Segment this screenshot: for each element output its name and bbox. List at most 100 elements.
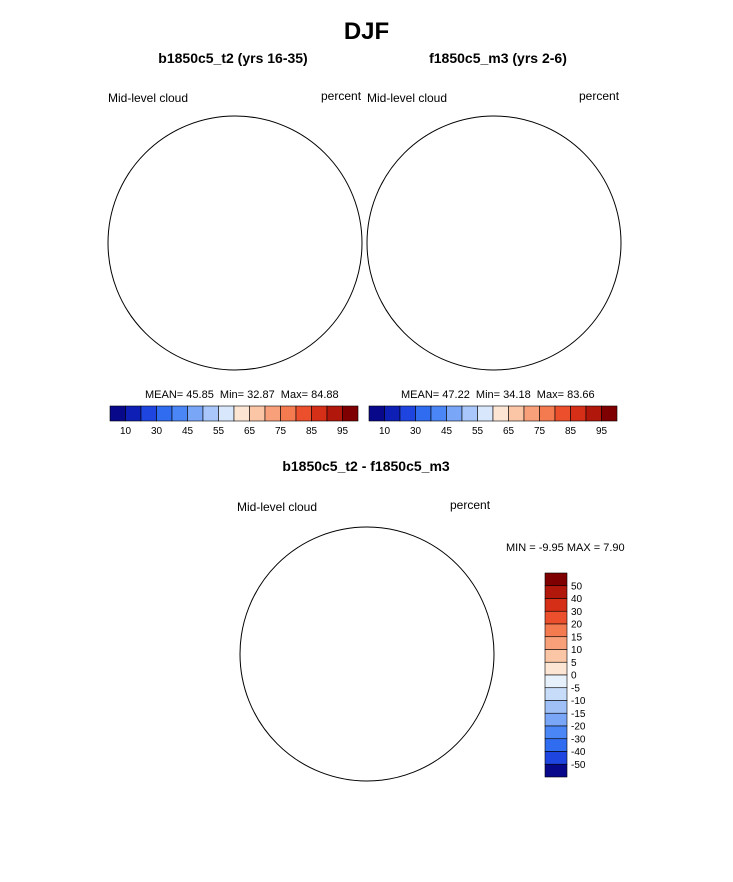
- diff-panel-variable-label: Mid-level cloud: [237, 500, 318, 514]
- panel-2-colorbar-tick-label: 75: [534, 426, 546, 437]
- panel-1-colorbar-swatch: [249, 405, 266, 422]
- panel-2-colorbar-swatch: [446, 405, 463, 422]
- panel-2-units-label: percent: [579, 89, 620, 103]
- panel-2-colorbar-swatch: [477, 405, 494, 422]
- diff-colorbar-tick-label: -10: [571, 696, 586, 707]
- diff-panel-stats: MIN = -9.95 MAX = 7.90: [506, 542, 625, 554]
- diff-colorbar-tick-label: -15: [571, 709, 586, 720]
- panel-1-min-label: Min=: [216, 389, 245, 401]
- diff-colorbar-swatch: [544, 687, 568, 701]
- panel-2-colorbar-tick-label: 95: [596, 426, 608, 437]
- diff-colorbar-tick-label: 30: [571, 607, 583, 618]
- panel-1-colorbar-tick-label: 10: [120, 426, 132, 437]
- panel-2-colorbar-tick-label: 30: [410, 426, 422, 437]
- diff-colorbar-swatch: [544, 700, 568, 714]
- panel-1-max-value: 84.88: [311, 389, 339, 401]
- diff-map-border: [239, 526, 495, 782]
- panel-2-colorbar-tick-label: 45: [441, 426, 453, 437]
- panel-2-title: f1850c5_m3 (yrs 2-6): [429, 50, 567, 66]
- panel-1-colorbar-tick-label: 95: [337, 426, 349, 437]
- panel-2-colorbar-swatch: [523, 405, 540, 422]
- panel-2-colorbar-swatch: [492, 405, 509, 422]
- panel-1-colorbar-swatch: [218, 405, 235, 422]
- panel-1-variable-label: Mid-level cloud: [108, 91, 189, 105]
- diff-colorbar-tick-label: 0: [571, 671, 577, 682]
- panel-1-colorbar-swatch: [125, 405, 142, 422]
- panel-2-colorbar-tick-label: 55: [472, 426, 484, 437]
- panel-2-max-label: Max=: [533, 389, 565, 401]
- panel-1-colorbar-swatch: [187, 405, 204, 422]
- panel-2-colorbar-swatch: [554, 405, 571, 422]
- panel-1-colorbar-swatch: [156, 405, 173, 422]
- panel-1-colorbar-swatch: [140, 405, 157, 422]
- panel-1-colorbar-swatch: [326, 405, 343, 422]
- panel-1-colorbar-tick-label: 45: [182, 426, 194, 437]
- diff-colorbar-swatch: [544, 636, 568, 650]
- diff-colorbar-swatch: [544, 738, 568, 752]
- panel-1-colorbar-swatch: [202, 405, 219, 422]
- diff-panel-title: b1850c5_t2 - f1850c5_m3: [282, 458, 450, 474]
- panel-1-colorbar-swatch: [171, 405, 188, 422]
- panel-1-min-value: 32.87: [247, 389, 275, 401]
- panel-2-colorbar-swatch: [539, 405, 556, 422]
- diff-colorbar-swatch: [544, 649, 568, 663]
- panel-1-colorbar-tick-label: 65: [244, 426, 256, 437]
- panel-1-colorbar-swatch: [264, 405, 281, 422]
- panel-1-colorbar-tick-label: 75: [275, 426, 287, 437]
- panel-2-map-border: [366, 115, 622, 371]
- diff-colorbar-tick-label: -40: [571, 747, 586, 758]
- panel-2-variable-label: Mid-level cloud: [367, 91, 448, 105]
- diff-colorbar-tick-label: -5: [571, 683, 580, 694]
- diff-max-value: 7.90: [603, 542, 625, 554]
- panel-1-mean-value: 45.85: [186, 389, 214, 401]
- panel-2-colorbar: 10 30 45 55 65 75 85 95: [368, 405, 618, 437]
- page-title: DJF: [343, 18, 390, 45]
- panel-2-mean-value: 47.22: [442, 389, 470, 401]
- diff-colorbar-swatch: [544, 712, 568, 727]
- diff-max-label: MAX =: [566, 542, 601, 554]
- panel-2-colorbar-swatch: [461, 405, 478, 422]
- panel-1-colorbar-swatch: [342, 405, 359, 422]
- panel-2-stats: MEAN= 47.22 Min= 34.18 Max= 83.66: [401, 389, 595, 401]
- panel-1-title: b1850c5_t2 (yrs 16-35): [158, 50, 308, 66]
- panel-2-mean-label: MEAN=: [401, 389, 440, 401]
- panel-2-colorbar-swatch: [384, 405, 401, 422]
- panel-1-colorbar-swatch: [109, 405, 126, 422]
- diff-colorbar-swatch: [544, 610, 568, 625]
- diff-colorbar-tick-label: 5: [571, 658, 577, 669]
- panel-1-max-label: Max=: [277, 389, 309, 401]
- panel-2-min-value: 34.18: [503, 389, 531, 401]
- panel-2-colorbar-swatch: [570, 405, 587, 422]
- panel-1-units-label: percent: [321, 89, 362, 103]
- diff-colorbar-tick-label: -20: [571, 722, 586, 733]
- panel-2-colorbar-tick-label: 85: [565, 426, 577, 437]
- panel-1-stats: MEAN= 45.85 Min= 32.87 Max= 84.88: [145, 389, 339, 401]
- panel-1-colorbar-swatch: [233, 405, 250, 422]
- diff-colorbar-swatch: [544, 763, 568, 778]
- panel-1-map: [107, 115, 365, 373]
- panel-2-colorbar-swatch: [430, 405, 447, 422]
- panel-2-colorbar-tick-label: 10: [379, 426, 391, 437]
- panel-1-colorbar-tick-label: 30: [151, 426, 163, 437]
- panel-1-colorbar-swatch: [311, 405, 328, 422]
- diff-colorbar-tick-label: 15: [571, 632, 583, 643]
- diff-colorbar-swatch: [544, 623, 568, 638]
- diff-colorbar-swatch: [544, 585, 568, 599]
- diff-colorbar-tick-label: 50: [571, 581, 583, 592]
- diff-panel-units-label: percent: [450, 498, 491, 512]
- diff-colorbar-swatch: [544, 572, 568, 587]
- diff-panel-map: [239, 526, 495, 782]
- diff-colorbar-tick-label: 40: [571, 594, 583, 605]
- panel-2-colorbar-swatch: [368, 405, 385, 422]
- panel-2-colorbar-swatch: [399, 405, 416, 422]
- panel-2-colorbar-swatch: [585, 405, 602, 422]
- panel-1-north-pole-marker: [231, 240, 239, 248]
- diff-colorbar-tick-label: -50: [571, 760, 586, 771]
- panel-2-max-value: 83.66: [567, 389, 595, 401]
- panel-2-colorbar-tick-label: 65: [503, 426, 515, 437]
- diff-north-pole-marker: [363, 651, 371, 659]
- panel-1-colorbar-tick-label: 85: [306, 426, 318, 437]
- panel-1-colorbar-tick-label: 55: [213, 426, 225, 437]
- panel-2-colorbar-swatch: [415, 405, 432, 422]
